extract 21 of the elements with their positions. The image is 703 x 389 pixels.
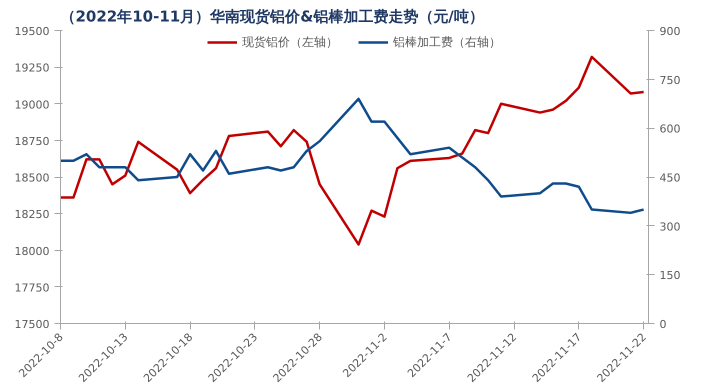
y2-tick-label: 0 [660, 318, 666, 331]
y-tick-label: 17750 [14, 281, 50, 294]
chart-title: （2022年10-11月）华南现货铝价&铝棒加工费走势（元/吨） [60, 8, 484, 26]
y-tick-label: 17500 [14, 318, 50, 331]
y2-tick-label: 750 [660, 74, 680, 87]
y-tick-label: 19500 [14, 25, 50, 38]
y-tick-label: 19250 [14, 62, 50, 75]
y-tick-label: 18750 [14, 134, 50, 148]
y2-tick-label: 150 [660, 269, 680, 282]
line-series [60, 56, 645, 246]
legend-label: 铝棒加工费（右轴） [393, 34, 501, 50]
y-tick-label: 18500 [14, 172, 50, 184]
y-tick-label: 18250 [14, 208, 50, 222]
y2-tick-label: 300 [660, 220, 680, 234]
y-tick-label: 19000 [14, 98, 50, 112]
legend-label: 现货铝价（左轴） [242, 34, 338, 50]
y2-tick-label: 600 [660, 122, 680, 136]
line-series [60, 98, 645, 214]
y2-tick-label: 450 [660, 172, 680, 184]
y2-tick-label: 900 [660, 25, 680, 38]
y-tick-label: 18000 [14, 244, 50, 258]
